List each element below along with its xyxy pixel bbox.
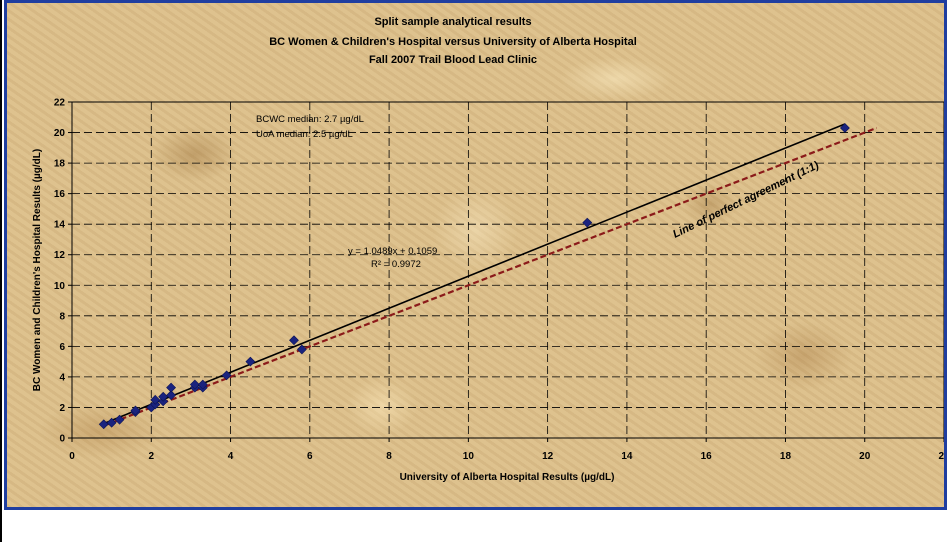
x-tick-label: 16 bbox=[701, 451, 713, 462]
regression-equation: y = 1.0489x + 0.1059 bbox=[348, 246, 437, 257]
scatter-chart: Split sample analytical results BC Women… bbox=[32, 16, 944, 483]
x-tick-label: 20 bbox=[859, 451, 871, 462]
y-tick-label: 6 bbox=[59, 342, 65, 353]
chart-frame: Split sample analytical results BC Women… bbox=[4, 0, 947, 510]
x-tick-label: 8 bbox=[386, 451, 392, 462]
data-point bbox=[245, 356, 256, 367]
y-tick-label: 16 bbox=[54, 189, 66, 200]
bcwc-median-note: BCWC median: 2.7 µg/dL bbox=[256, 114, 364, 125]
data-point bbox=[296, 344, 307, 355]
data-point bbox=[197, 379, 208, 390]
left-border-rule bbox=[0, 0, 2, 542]
x-tick-label: 14 bbox=[621, 451, 633, 462]
y-tick-label: 22 bbox=[54, 98, 66, 109]
data-point bbox=[582, 217, 593, 228]
perfect-agreement-label: Line of perfect agreement (1:1) bbox=[671, 159, 821, 240]
chart-title-line-3: Fall 2007 Trail Blood Lead Clinic bbox=[369, 54, 537, 66]
regression-trendline bbox=[103, 123, 846, 425]
y-axis-label: BC Women and Children's Hospital Results… bbox=[32, 149, 43, 391]
data-point bbox=[189, 379, 200, 390]
y-tick-label: 18 bbox=[54, 159, 66, 170]
x-tick-label: 6 bbox=[307, 451, 313, 462]
data-point bbox=[221, 370, 232, 381]
perfect-agreement-line bbox=[103, 126, 878, 427]
data-point bbox=[839, 123, 850, 133]
y-tick-label: 2 bbox=[59, 403, 65, 414]
y-tick-label: 4 bbox=[59, 372, 65, 383]
y-tick-label: 12 bbox=[54, 250, 66, 261]
x-tick-label: 0 bbox=[69, 451, 75, 462]
data-point bbox=[166, 382, 177, 393]
data-point bbox=[130, 405, 141, 416]
data-point bbox=[98, 419, 109, 430]
y-tick-label: 8 bbox=[59, 311, 65, 322]
x-tick-label: 4 bbox=[228, 451, 234, 462]
y-tick-label: 0 bbox=[59, 434, 65, 445]
data-points bbox=[98, 123, 850, 430]
grid-lines bbox=[68, 101, 944, 442]
data-point bbox=[114, 414, 125, 425]
r-squared-value: R² = 0.9972 bbox=[371, 259, 421, 270]
data-point bbox=[289, 335, 299, 346]
x-tick-label: 10 bbox=[463, 451, 475, 462]
tick-labels: 0 2 4 6 8 10 12 14 16 18 20 22 0 2 4 6 8 10 12 14 16 18 20 22 bbox=[54, 98, 944, 463]
chart-title-line-2: BC Women & Children's Hospital versus Un… bbox=[269, 36, 637, 48]
y-tick-label: 14 bbox=[54, 220, 66, 231]
x-tick-label: 2 bbox=[148, 451, 154, 462]
x-tick-label: 22 bbox=[938, 451, 944, 462]
data-point bbox=[158, 391, 169, 402]
y-tick-label: 20 bbox=[54, 128, 66, 139]
plot-area bbox=[71, 101, 944, 439]
data-point bbox=[106, 417, 117, 428]
x-axis-label: University of Alberta Hospital Results (… bbox=[400, 472, 615, 483]
data-point bbox=[166, 390, 177, 401]
data-point bbox=[150, 394, 161, 405]
fit-lines bbox=[103, 123, 878, 427]
x-tick-label: 12 bbox=[542, 451, 554, 462]
uoa-median-note: UoA median: 2.5 µg/dL bbox=[256, 129, 353, 140]
x-tick-label: 18 bbox=[780, 451, 792, 462]
y-tick-label: 10 bbox=[54, 281, 66, 292]
chart-title-line-1: Split sample analytical results bbox=[374, 16, 531, 28]
